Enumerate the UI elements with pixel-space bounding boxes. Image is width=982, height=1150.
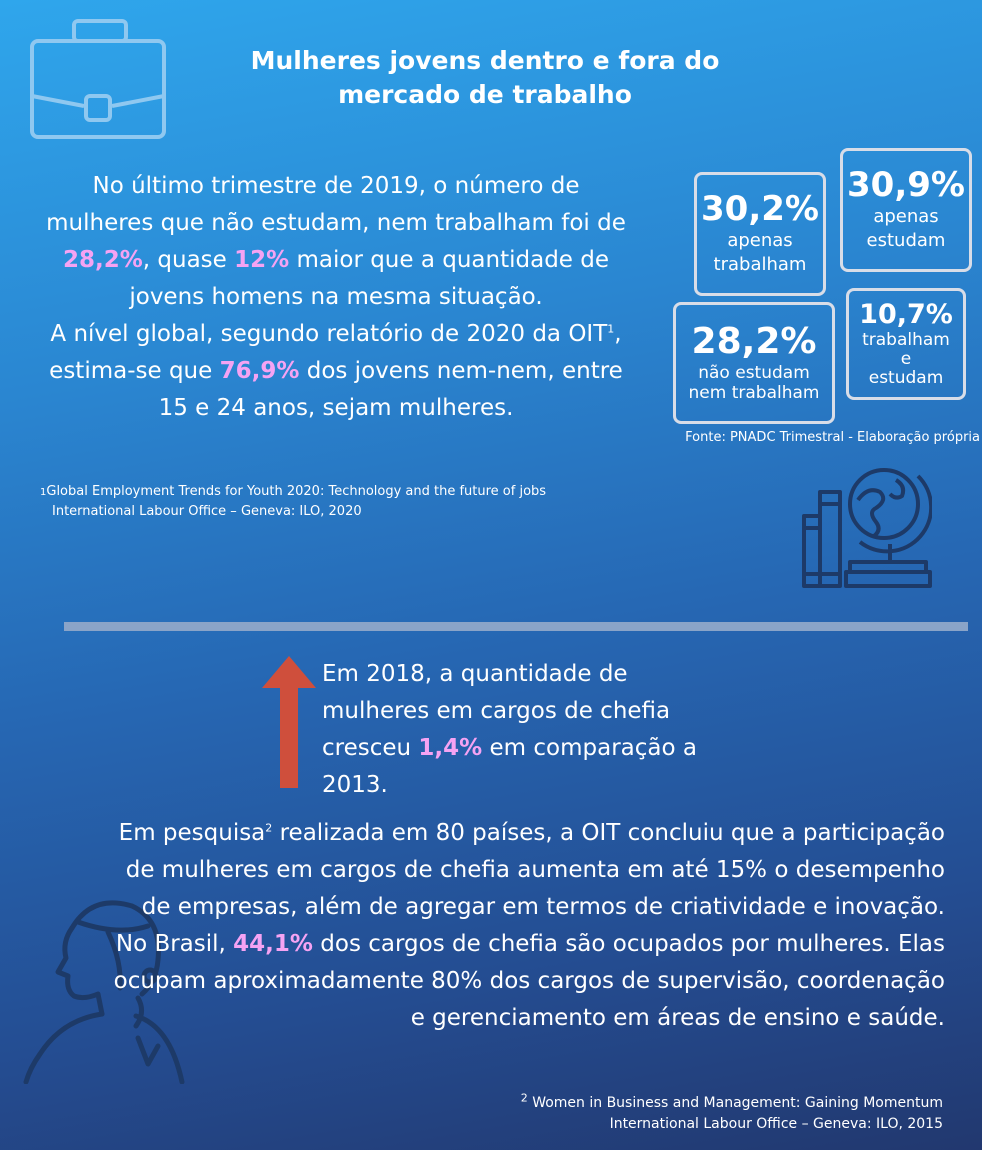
title-line-2: mercado de trabalho xyxy=(338,80,632,109)
para2-highlight: 44,1% xyxy=(233,931,313,957)
para2-text-1: Em pesquisa xyxy=(118,820,266,846)
footnote-ref-1: 1 xyxy=(607,322,615,336)
intro-highlight-1: 28,2% xyxy=(62,247,143,273)
para2-text-4: dos cargos de chefia são ocupados por mu… xyxy=(113,931,945,1031)
para2-text-2: realizada em 80 países, a OIT concluiu q… xyxy=(125,820,945,920)
intro-text-1: No último trimestre de 2019, o número de… xyxy=(46,173,626,236)
stat-value: 28,2% xyxy=(691,321,817,362)
intro-text-5: , estima-se que xyxy=(49,321,622,384)
stat-label: apenas xyxy=(873,206,939,227)
footnote-1-mark: 1 xyxy=(40,487,47,498)
stat-value: 30,9% xyxy=(847,165,965,205)
stat-label: não estudam xyxy=(698,363,810,383)
stat-label: estudam xyxy=(868,368,944,388)
briefcase-icon xyxy=(30,19,166,139)
footnote-1: 1Global Employment Trends for Youth 2020… xyxy=(40,482,640,521)
footnote-2-line-1: Women in Business and Management: Gainin… xyxy=(532,1095,943,1111)
stat-only-study: 30,9% apenas estudam xyxy=(840,148,972,272)
stat-label: trabalham xyxy=(713,254,807,275)
growth-highlight: 1,4% xyxy=(418,735,483,761)
footnote-2-line-2: International Labour Office – Geneva: IL… xyxy=(609,1116,943,1132)
footnote-ref-2: 2 xyxy=(265,821,273,835)
stat-label: e xyxy=(900,349,912,369)
woman-profile-icon xyxy=(23,900,185,1084)
para2-text-3: No Brasil, xyxy=(115,931,234,957)
intro-text-3: maior que a quantidade de jovens homens … xyxy=(129,247,610,310)
intro-highlight-3: 76,9% xyxy=(219,358,300,384)
source-caption: Fonte: PNADC Trimestral - Elaboração pró… xyxy=(685,430,980,445)
stat-only-work: 30,2% apenas trabalham xyxy=(694,172,826,296)
footnote-1-line-2: International Labour Office – Geneva: IL… xyxy=(52,504,362,519)
footnote-1-line-1: Global Employment Trends for Youth 2020:… xyxy=(46,484,547,499)
stat-work-and-study: 10,7% trabalham e estudam xyxy=(846,288,966,400)
up-arrow-icon xyxy=(262,656,316,788)
stat-neither: 28,2% não estudam nem trabalham xyxy=(673,302,835,424)
stat-label: trabalham xyxy=(862,330,950,350)
growth-text-2: em comparação a 2013. xyxy=(322,735,697,798)
stat-value: 30,2% xyxy=(701,189,819,229)
stat-label: apenas xyxy=(727,230,793,251)
page-title: Mulheres jovens dentro e fora do mercado… xyxy=(220,44,750,112)
intro-text-4: A nível global, segundo relatório de 202… xyxy=(50,321,608,347)
leadership-paragraph: Em pesquisa2 realizada em 80 países, a O… xyxy=(110,815,945,1037)
intro-text-6: dos jovens nem-nem, entre 15 e 24 anos, … xyxy=(158,358,623,421)
stat-label: nem trabalham xyxy=(688,383,820,403)
growth-text-1: Em 2018, a quantidade de mulheres em car… xyxy=(322,661,671,761)
intro-text-2: , quase xyxy=(142,247,235,273)
footnote-2-mark: 2 xyxy=(520,1091,528,1105)
intro-paragraph: No último trimestre de 2019, o número de… xyxy=(46,168,626,427)
globe-books-icon xyxy=(802,468,932,588)
growth-paragraph: Em 2018, a quantidade de mulheres em car… xyxy=(322,656,742,804)
stat-value: 10,7% xyxy=(859,299,953,330)
footnote-2: 2 Women in Business and Management: Gain… xyxy=(480,1091,943,1135)
stat-label: estudam xyxy=(866,230,946,251)
title-line-1: Mulheres jovens dentro e fora do xyxy=(250,46,720,75)
section-divider xyxy=(64,622,968,631)
intro-highlight-2: 12% xyxy=(234,247,290,273)
